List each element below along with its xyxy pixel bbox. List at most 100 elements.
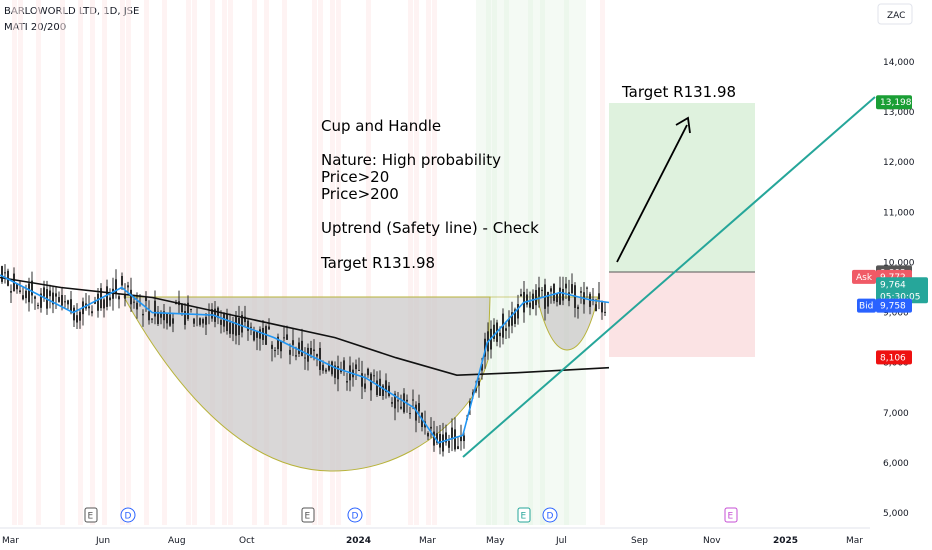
- candle-body[interactable]: [481, 363, 483, 371]
- candle-body[interactable]: [280, 341, 282, 352]
- dividend-marker[interactable]: [120, 507, 136, 523]
- candle-body[interactable]: [577, 306, 579, 310]
- ma-20-line[interactable]: [0, 274, 610, 444]
- candle-body[interactable]: [16, 284, 18, 290]
- candle-body[interactable]: [334, 365, 336, 378]
- annotation-nature[interactable]: Nature: High probability: [321, 151, 501, 169]
- candle-body[interactable]: [394, 393, 396, 409]
- candle-body[interactable]: [106, 286, 108, 307]
- candle-body[interactable]: [271, 344, 273, 349]
- candle-body[interactable]: [226, 313, 228, 332]
- candle-body[interactable]: [52, 292, 54, 305]
- candle-body[interactable]: [427, 432, 429, 437]
- candle-body[interactable]: [259, 329, 261, 339]
- candle-body[interactable]: [319, 347, 321, 370]
- candle-body[interactable]: [229, 322, 231, 334]
- candle-body[interactable]: [295, 355, 297, 357]
- candle-body[interactable]: [571, 284, 573, 294]
- candle-body[interactable]: [202, 318, 204, 324]
- candle-body[interactable]: [553, 284, 555, 301]
- candle-body[interactable]: [37, 304, 39, 306]
- candle-body[interactable]: [43, 287, 45, 297]
- candle-body[interactable]: [286, 334, 288, 340]
- candle-body[interactable]: [541, 289, 543, 291]
- candle-body[interactable]: [328, 365, 330, 371]
- symbol-title[interactable]: BARLOWORLD LTD, 1D, JSE: [4, 6, 140, 17]
- candle-body[interactable]: [562, 288, 564, 301]
- candle-body[interactable]: [403, 393, 405, 413]
- candle-body[interactable]: [79, 311, 81, 321]
- stop-price-tag[interactable]: [876, 350, 912, 365]
- candle-body[interactable]: [595, 304, 597, 312]
- candle-body[interactable]: [532, 293, 534, 310]
- candle-body[interactable]: [484, 338, 486, 357]
- candle-body[interactable]: [382, 385, 384, 396]
- candle-body[interactable]: [436, 433, 438, 443]
- candle-body[interactable]: [10, 291, 12, 293]
- candle-body[interactable]: [70, 299, 72, 313]
- target-arrow[interactable]: [616, 124, 688, 263]
- bid-price-tag[interactable]: [876, 298, 912, 313]
- candle-body[interactable]: [184, 311, 186, 325]
- candle-body[interactable]: [160, 313, 162, 318]
- candle-body[interactable]: [391, 402, 393, 404]
- candle-body[interactable]: [454, 429, 456, 450]
- candle-body[interactable]: [253, 331, 255, 341]
- candle-body[interactable]: [586, 287, 588, 289]
- candle-body[interactable]: [232, 322, 234, 335]
- candle-body[interactable]: [433, 431, 435, 446]
- candle-body[interactable]: [31, 280, 33, 296]
- candle-body[interactable]: [373, 375, 375, 377]
- candle-body[interactable]: [166, 313, 168, 324]
- candle-body[interactable]: [4, 272, 6, 274]
- candle-body[interactable]: [505, 328, 507, 331]
- candle-body[interactable]: [430, 426, 432, 429]
- candle-body[interactable]: [301, 340, 303, 357]
- candle-body[interactable]: [361, 373, 363, 387]
- candle-body[interactable]: [130, 289, 132, 305]
- candle-body[interactable]: [508, 318, 510, 327]
- candle-body[interactable]: [451, 427, 453, 440]
- candle-body[interactable]: [25, 290, 27, 299]
- candle-body[interactable]: [247, 320, 249, 331]
- candle-body[interactable]: [514, 309, 516, 324]
- target-box-label[interactable]: Target R131.98: [621, 83, 736, 101]
- earnings-marker[interactable]: [517, 507, 531, 523]
- candle-body[interactable]: [67, 300, 69, 305]
- ma-200-line[interactable]: [0, 276, 610, 377]
- candle-body[interactable]: [163, 311, 165, 321]
- annotation-price200[interactable]: Price>200: [321, 185, 399, 203]
- candle-body[interactable]: [133, 301, 135, 303]
- candle-body[interactable]: [205, 316, 207, 325]
- candle-body[interactable]: [136, 302, 138, 310]
- candle-body[interactable]: [463, 435, 465, 442]
- candle-body[interactable]: [238, 317, 240, 336]
- candle-body[interactable]: [277, 336, 279, 350]
- candle-body[interactable]: [256, 330, 258, 338]
- candle-body[interactable]: [388, 385, 390, 396]
- candle-body[interactable]: [346, 381, 348, 383]
- candle-body[interactable]: [19, 290, 21, 293]
- candle-body[interactable]: [151, 318, 153, 320]
- candle-body[interactable]: [268, 326, 270, 330]
- ask-tag[interactable]: [852, 269, 876, 284]
- candle-body[interactable]: [511, 312, 513, 326]
- candle-body[interactable]: [559, 287, 561, 305]
- candle-body[interactable]: [442, 434, 444, 452]
- candle-body[interactable]: [118, 296, 120, 300]
- candle-body[interactable]: [172, 318, 174, 324]
- candle-body[interactable]: [97, 293, 99, 311]
- candle-body[interactable]: [397, 400, 399, 402]
- candle-body[interactable]: [289, 349, 291, 355]
- candle-body[interactable]: [142, 313, 144, 316]
- candle-body[interactable]: [406, 399, 408, 402]
- candle-body[interactable]: [310, 347, 312, 355]
- candle-body[interactable]: [298, 342, 300, 354]
- earnings-marker[interactable]: [84, 507, 98, 523]
- earnings-marker[interactable]: [724, 507, 738, 523]
- currency-box[interactable]: [877, 3, 913, 25]
- candle-body[interactable]: [40, 293, 42, 308]
- last-price-tag[interactable]: [876, 277, 928, 304]
- candle-body[interactable]: [460, 436, 462, 442]
- candle-body[interactable]: [157, 311, 159, 325]
